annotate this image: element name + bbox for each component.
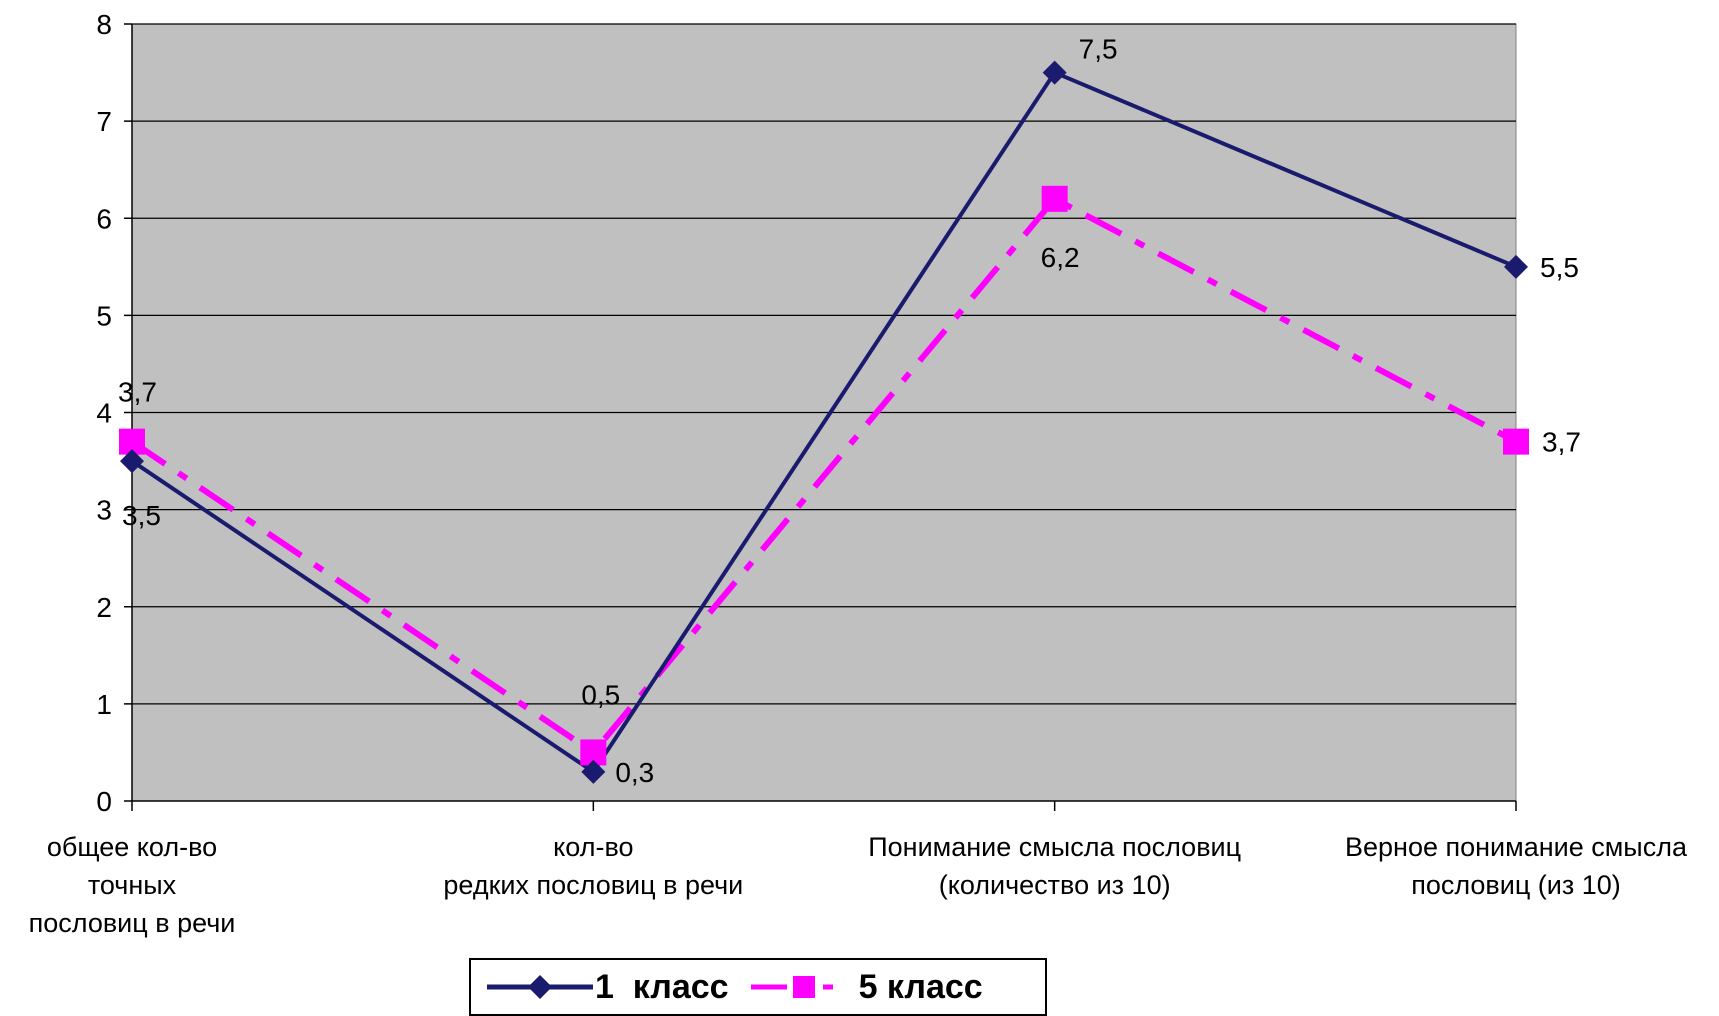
y-axis-ticks: 0 1 2 3 4 5 6 7 8 <box>96 9 132 817</box>
data-label-5-klass: 3,7 <box>118 377 157 408</box>
legend-marker-diamond-icon <box>487 975 593 999</box>
x-axis-categories: общее кол-во точных пословиц в речи кол-во р… <box>29 801 1688 938</box>
point-5-klass <box>1041 185 1068 212</box>
legend-label-series-2: 5 класс <box>858 967 983 1006</box>
point-1-klass <box>120 449 144 474</box>
gridlines <box>132 23 1516 705</box>
x-category-label: Верное понимание смысла пословиц (из 10) <box>1345 832 1688 900</box>
y-tick-label: 3 <box>96 495 112 526</box>
point-1-klass <box>1042 60 1067 85</box>
series-line-1-klass <box>130 70 1517 775</box>
data-label-1-klass: 5,5 <box>1540 252 1579 283</box>
y-tick-label: 5 <box>96 300 112 331</box>
y-tick-label: 2 <box>96 592 112 623</box>
y-tick-label: 1 <box>96 689 112 720</box>
legend-marker-square-icon <box>750 976 833 998</box>
legend-label-series-1: 1 класс <box>595 967 729 1006</box>
y-tick-label: 0 <box>96 786 112 817</box>
legend-item-series-2: 5 класс <box>749 967 983 1007</box>
x-category-label: кол-во редких пословиц в речи <box>443 832 743 900</box>
data-label-1-klass: 7,5 <box>1079 34 1118 65</box>
y-tick-label: 6 <box>96 203 112 234</box>
point-1-klass <box>581 759 606 784</box>
y-tick-label: 7 <box>96 106 112 137</box>
data-label-5-klass: 0,5 <box>581 679 620 710</box>
legend-item-series-1: 1 класс <box>485 967 729 1007</box>
point-1-klass <box>1504 254 1528 279</box>
data-label-5-klass: 6,2 <box>1041 242 1080 273</box>
x-category-label: общее кол-во точных пословиц в речи <box>29 832 236 938</box>
data-label-5-klass: 3,7 <box>1542 427 1581 458</box>
point-5-klass <box>1503 428 1529 455</box>
y-tick-label: 4 <box>96 398 112 429</box>
legend: 1 класс 5 класс <box>469 958 1047 1016</box>
series-line-5-klass <box>130 195 1518 757</box>
data-label-1-klass: 0,3 <box>615 757 654 788</box>
data-labels-group: 3,5 0,3 7,5 5,5 3,7 0,5 6,2 3,7 <box>118 34 1581 788</box>
x-category-label: Понимание смысла пословиц (количество из … <box>868 832 1241 900</box>
data-label-1-klass: 3,5 <box>122 500 161 531</box>
y-tick-label: 8 <box>96 9 112 40</box>
series-group <box>119 60 1529 784</box>
